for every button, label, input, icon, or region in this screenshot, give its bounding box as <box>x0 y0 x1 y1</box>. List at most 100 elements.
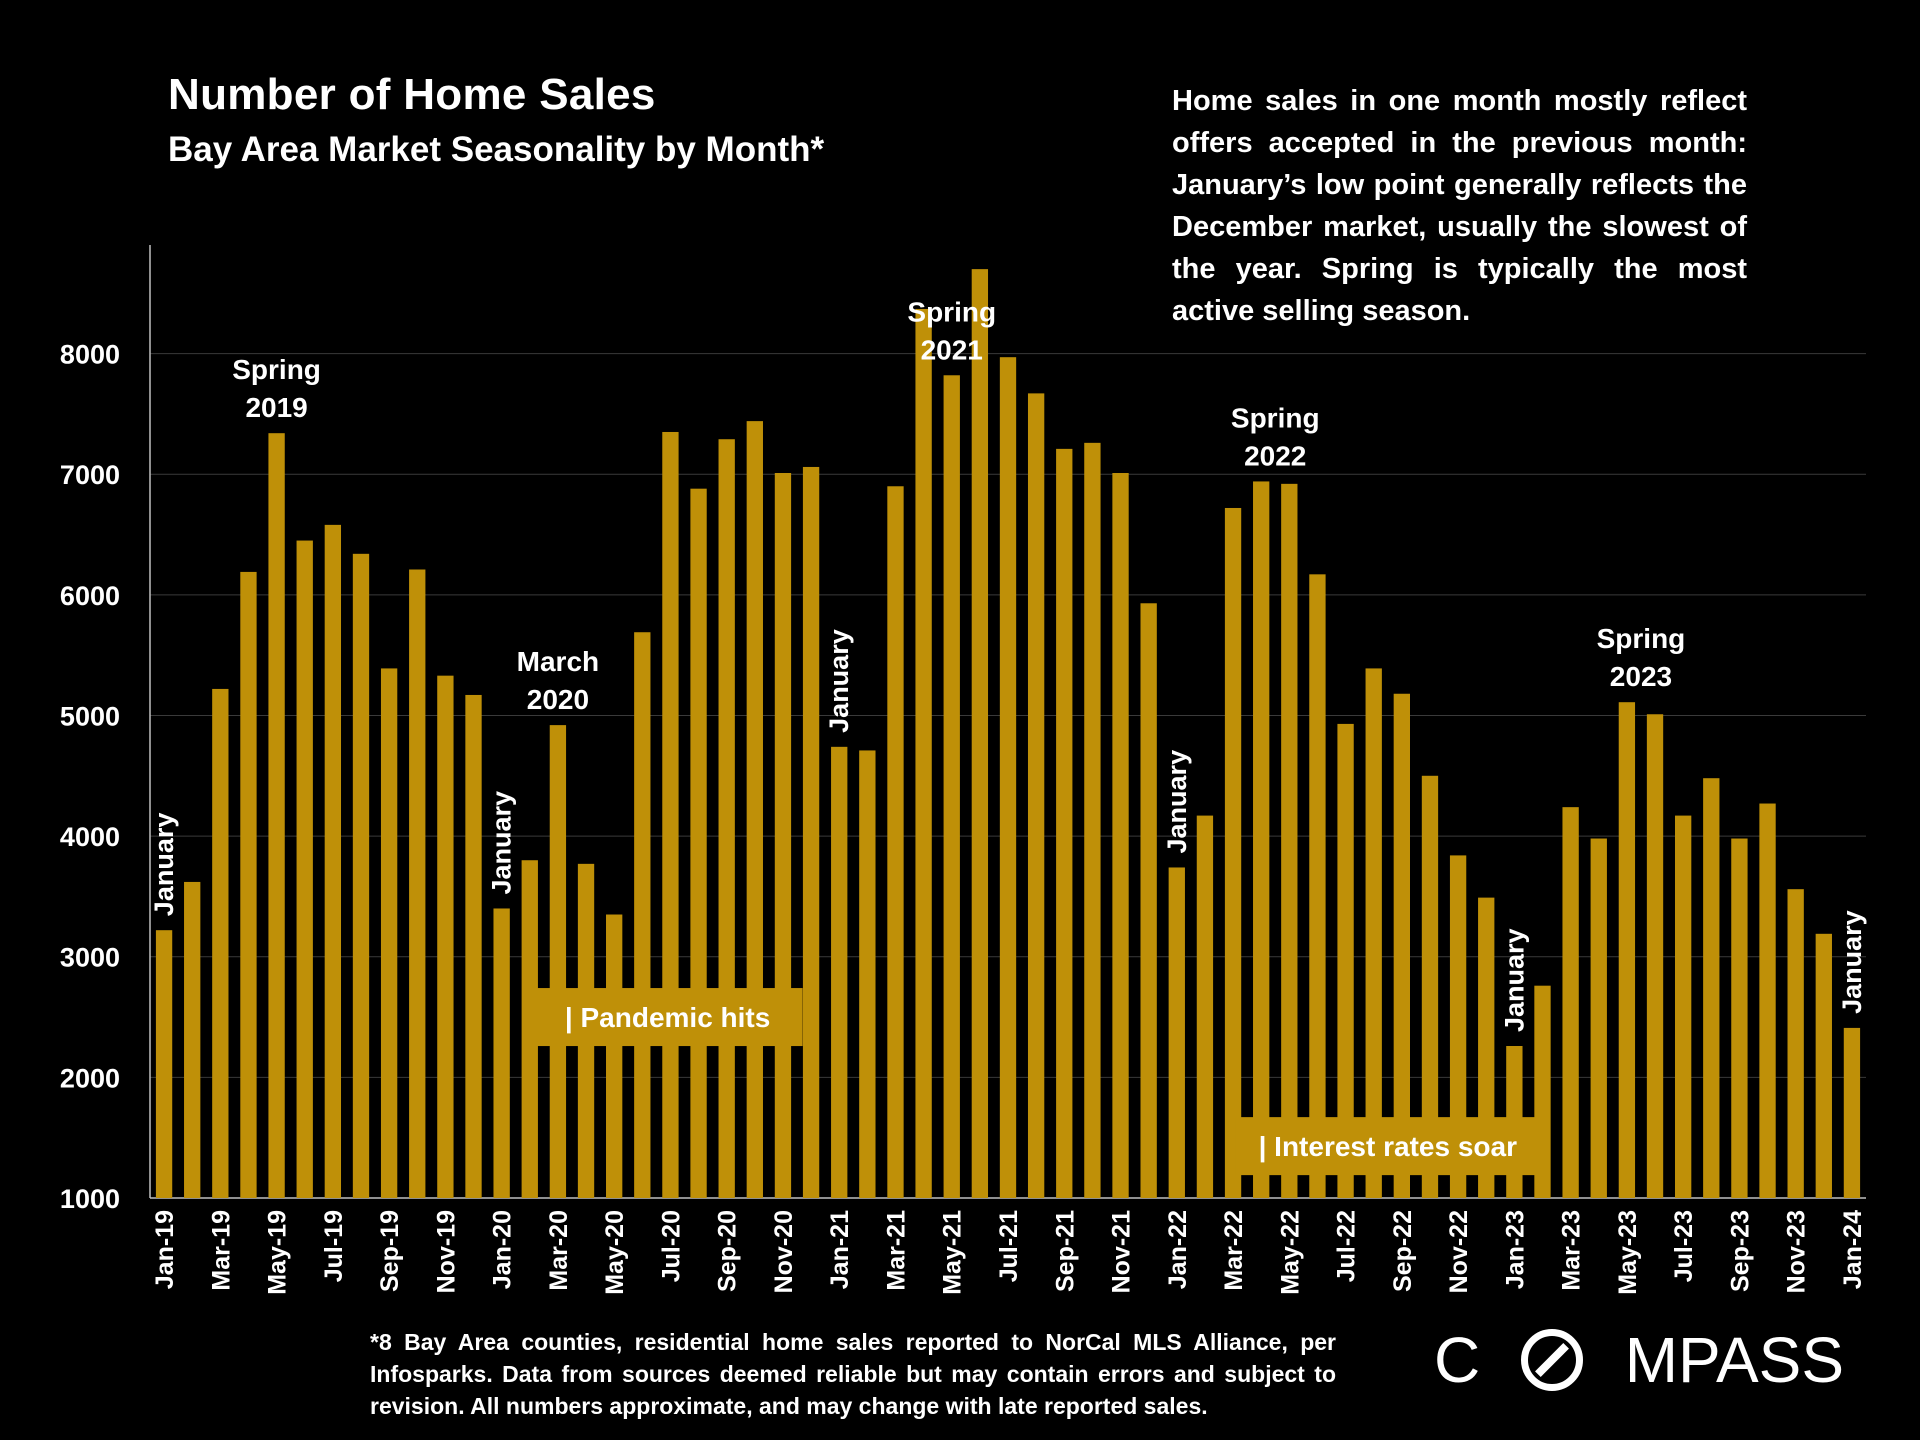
x-tick-label: Sep-21 <box>1051 1210 1079 1292</box>
chart-title: Number of Home Sales <box>168 70 656 119</box>
callout-label: | Interest rates soar <box>1259 1131 1518 1162</box>
bar: Nov-22: 3840 <box>1449 855 1467 1198</box>
annotation-january: January <box>149 813 179 917</box>
x-tick-label: Nov-21 <box>1108 1210 1136 1293</box>
x-tick-label: Jul-21 <box>995 1210 1023 1282</box>
x-tick-label: Sep-20 <box>714 1210 742 1292</box>
bar: Oct-21: 7260 <box>1084 442 1101 1199</box>
y-tick-label: 6000 <box>60 581 120 611</box>
compass-logo: C MPASS <box>1434 1325 1844 1395</box>
logo-text-left: C <box>1434 1324 1481 1396</box>
compass-o-icon <box>1521 1329 1584 1391</box>
bar: Dec-21: 5930 <box>1140 603 1157 1198</box>
x-tick-label: Mar-22 <box>1220 1210 1248 1291</box>
bar: Feb-22: 4170 <box>1196 815 1214 1198</box>
y-tick-label: 4000 <box>60 822 120 852</box>
annotation-label: 2019 <box>245 392 307 423</box>
bar: Aug-22: 5390 <box>1365 668 1382 1198</box>
bar: Feb-21: 4710 <box>859 750 876 1198</box>
bar: Sep-20: 7290 <box>718 439 735 1199</box>
bar: Jul-20: 7350 <box>662 431 679 1199</box>
annotation-label: 2021 <box>921 334 983 365</box>
bar: May-23: 5110 <box>1618 702 1636 1198</box>
annotation-label: Spring <box>232 354 321 385</box>
bar: Jun-19: 6450 <box>296 540 313 1198</box>
x-tick-label: Mar-20 <box>545 1210 573 1291</box>
x-tick-label: May-19 <box>264 1210 292 1295</box>
y-tick-label: 5000 <box>60 701 120 731</box>
bar: Mar-22: 6720 <box>1224 507 1242 1199</box>
bar: May-19: 7340 <box>268 433 285 1198</box>
callout-label: | Pandemic hits <box>565 1002 770 1033</box>
bar: Jul-23: 4170 <box>1674 815 1692 1198</box>
bar: Aug-21: 7670 <box>1027 393 1045 1198</box>
x-tick-label: Jan-22 <box>1164 1210 1192 1289</box>
x-tick-label: Mar-21 <box>882 1210 910 1291</box>
x-tick-label: Sep-23 <box>1726 1210 1754 1292</box>
x-tick-label: Jan-23 <box>1501 1210 1529 1289</box>
bar: Mar-20: 4920 <box>549 725 567 1198</box>
bar: Dec-23: 3190 <box>1815 933 1832 1198</box>
y-tick-label: 3000 <box>60 943 120 973</box>
footnote: *8 Bay Area counties, residential home s… <box>370 1329 1336 1419</box>
bar: Oct-22: 4500 <box>1421 775 1439 1198</box>
x-tick-label: Jan-20 <box>489 1210 517 1289</box>
y-tick-label: 1000 <box>60 1184 120 1214</box>
annotation-january: January <box>1499 928 1529 1032</box>
bar: Dec-19: 5170 <box>465 694 482 1198</box>
bar: Sep-22: 5180 <box>1393 693 1410 1198</box>
bar: Jan-21: 4740 <box>831 746 848 1198</box>
bar: Aug-19: 6340 <box>352 553 370 1198</box>
x-tick-label: May-21 <box>939 1210 967 1295</box>
x-tick-label: May-23 <box>1614 1210 1642 1295</box>
bar: May-22: 6920 <box>1281 483 1298 1199</box>
bar: Jun-21: 8700 <box>971 269 989 1198</box>
annotation-label: Spring <box>1597 623 1686 654</box>
x-tick-label: Jan-21 <box>826 1210 854 1289</box>
bar: Apr-22: 6940 <box>1253 481 1270 1198</box>
x-tick-labels: Jan-19 Mar-19 May-19 Jul-19 Sep-19 Nov-19 Jan-… <box>151 1210 1867 1295</box>
bar: Jun-23: 5010 <box>1646 714 1664 1198</box>
annotation-label: 2023 <box>1610 661 1672 692</box>
bar: Jan-22: 3740 <box>1168 867 1185 1198</box>
bar: May-20: 3350 <box>606 914 623 1198</box>
bar: Feb-19: 3620 <box>184 881 201 1198</box>
x-tick-label: Jul-19 <box>320 1210 348 1282</box>
bar: Dec-20: 7060 <box>802 466 820 1199</box>
bars: Jan-19: 3220 Feb-19: 3620 Mar-19: 5220 Apr-… <box>155 269 1861 1199</box>
callout-box <box>532 988 803 1047</box>
x-tick-label: Mar-23 <box>1558 1210 1586 1291</box>
bar: Feb-20: 3800 <box>521 860 538 1198</box>
bar: May-21: 7820 <box>943 375 960 1198</box>
annotations: January January January January January Janua… <box>149 296 1867 1032</box>
bar: Sep-19: 5390 <box>380 668 398 1198</box>
bar: Jul-22: 4930 <box>1337 723 1354 1198</box>
annotation-label: 2020 <box>527 684 589 715</box>
bar: Jul-19: 6580 <box>324 524 342 1198</box>
bar: Jan-20: 3400 <box>493 908 510 1198</box>
bar: Jun-20: 5690 <box>634 632 651 1198</box>
bar: Jun-22: 6170 <box>1309 574 1326 1198</box>
bar: Sep-23: 3980 <box>1731 838 1748 1198</box>
y-tick-label: 8000 <box>60 340 120 370</box>
x-tick-label: Jan-19 <box>151 1210 179 1289</box>
x-tick-label: Nov-19 <box>432 1210 460 1293</box>
x-tick-label: Nov-22 <box>1445 1210 1473 1293</box>
bar: Oct-23: 4270 <box>1759 803 1776 1198</box>
annotation-label: March <box>517 646 599 677</box>
bar: Sep-21: 7210 <box>1056 448 1073 1198</box>
x-tick-label: Sep-22 <box>1389 1210 1417 1292</box>
bar: Nov-21: 7010 <box>1112 473 1129 1198</box>
annotation-january: January <box>1837 910 1867 1014</box>
bar: Oct-19: 6210 <box>409 569 426 1198</box>
bar: Aug-23: 4480 <box>1703 778 1720 1198</box>
bar: Jul-21: 7970 <box>999 357 1017 1198</box>
x-tick-label: Nov-20 <box>770 1210 798 1293</box>
seasonality-note: Home sales in one month mostly reflect o… <box>1172 85 1747 327</box>
x-tick-label: Jul-22 <box>1333 1210 1361 1282</box>
callouts: | Pandemic hits | Interest rates soar <box>532 988 1540 1176</box>
y-tick-label: 2000 <box>60 1063 120 1093</box>
y-tick-label: 7000 <box>60 460 120 490</box>
annotation-january: January <box>824 629 854 733</box>
bar-chart: Jan-19: 3220 Feb-19: 3620 Mar-19: 5220 Apr-… <box>60 245 1867 1295</box>
